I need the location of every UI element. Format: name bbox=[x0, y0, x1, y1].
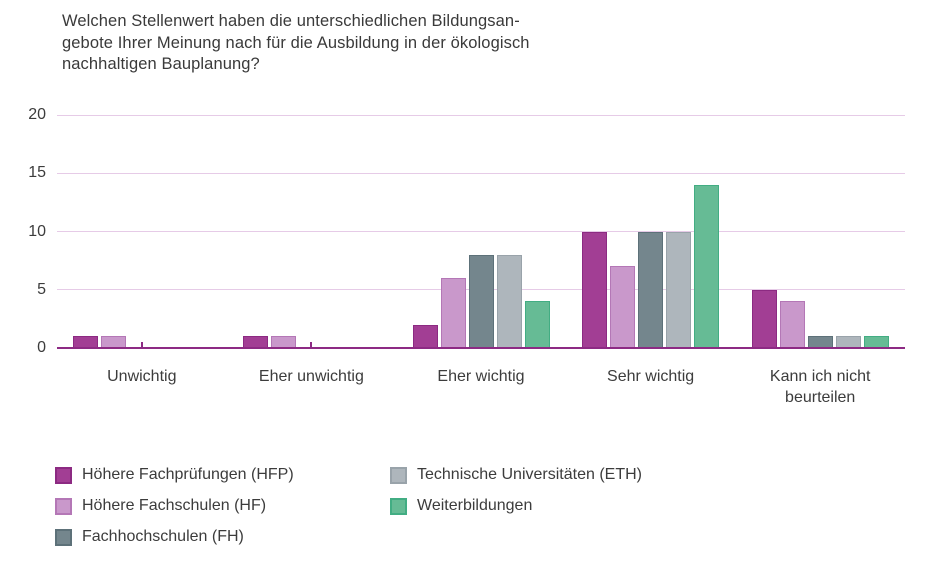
legend-label: Weiterbildungen bbox=[417, 497, 533, 514]
chart-title-line-1: Welchen Stellenwert haben die unterschie… bbox=[62, 12, 520, 30]
bar bbox=[524, 301, 550, 348]
bar bbox=[863, 336, 889, 348]
legend-label: Fachhochschulen (FH) bbox=[82, 528, 244, 545]
bar bbox=[694, 184, 720, 348]
bar bbox=[638, 231, 664, 348]
legend-item: Höhere Fachprüfungen (HFP) bbox=[55, 466, 294, 484]
legend-swatch-icon bbox=[55, 466, 72, 484]
bar bbox=[610, 266, 636, 348]
legend-item: Technische Universitäten (ETH) bbox=[390, 466, 642, 484]
bar bbox=[582, 231, 608, 348]
bar bbox=[807, 336, 833, 348]
y-tick-label: 0 bbox=[37, 339, 46, 356]
grid-line bbox=[57, 114, 905, 116]
y-tick-label: 5 bbox=[37, 280, 46, 298]
category-tick bbox=[310, 342, 313, 349]
grid-line bbox=[57, 172, 905, 174]
bar bbox=[496, 254, 522, 348]
chart-title-line-3: nachhaltigen Bauplanung? bbox=[62, 55, 260, 73]
bar bbox=[468, 254, 494, 348]
bar bbox=[779, 301, 805, 348]
legend-item: Fachhochschulen (FH) bbox=[55, 528, 244, 546]
legend-item: Höhere Fachschulen (HF) bbox=[55, 497, 266, 515]
bar bbox=[412, 324, 438, 348]
x-axis-line bbox=[57, 347, 905, 349]
category-tick bbox=[140, 342, 143, 349]
bar bbox=[73, 336, 99, 348]
legend-item: Weiterbildungen bbox=[390, 497, 532, 515]
grid-line bbox=[57, 231, 905, 232]
bar bbox=[835, 336, 861, 348]
legend-swatch-icon bbox=[390, 466, 407, 484]
chart-title-line-2: gebote Ihrer Meinung nach für die Ausbil… bbox=[62, 33, 530, 52]
bar bbox=[751, 289, 777, 348]
y-tick-label: 20 bbox=[28, 106, 46, 123]
legend-label: Technische Universitäten (ETH) bbox=[417, 466, 642, 483]
category-label: Unwichtig bbox=[107, 368, 177, 385]
y-tick-label: 15 bbox=[28, 164, 46, 182]
bar bbox=[440, 278, 466, 348]
legend-label: Höhere Fachschulen (HF) bbox=[82, 497, 267, 514]
bar bbox=[270, 336, 296, 348]
bar bbox=[666, 231, 692, 348]
category-label: Eher wichtig bbox=[437, 368, 525, 385]
category-label: Sehr wichtig bbox=[607, 368, 695, 385]
legend-swatch-icon bbox=[390, 497, 407, 515]
category-label: Kann ich nicht beurteilen bbox=[769, 368, 871, 406]
legend-swatch-icon bbox=[55, 528, 72, 546]
bar bbox=[101, 336, 127, 348]
legend-label: Höhere Fachprüfungen (HFP) bbox=[82, 466, 294, 483]
category-label: Eher unwichtig bbox=[258, 368, 364, 385]
plot-area: 0 5 10 15 20 Unwichtig Eher unwichtig Eher wich… bbox=[28, 106, 905, 406]
y-tick-label: 10 bbox=[28, 222, 46, 240]
chart-title: Welchen Stellenwert haben die unterschie… bbox=[62, 11, 530, 76]
legend-swatch-icon bbox=[55, 497, 72, 515]
bar bbox=[242, 336, 268, 348]
